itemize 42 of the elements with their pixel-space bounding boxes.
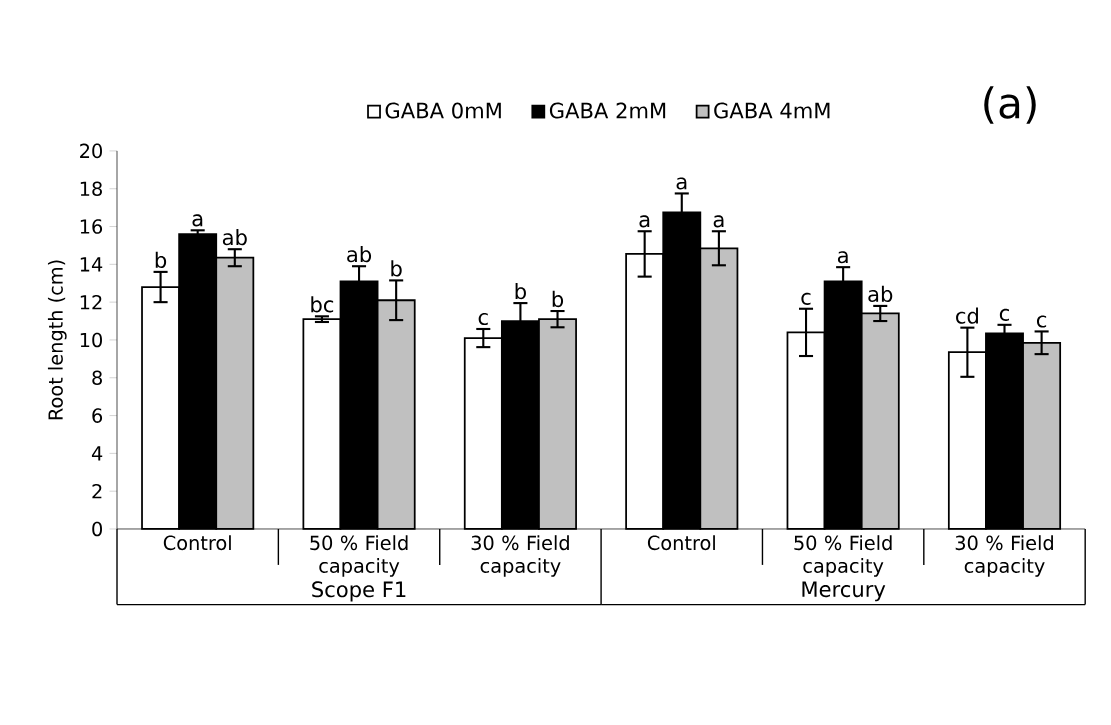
data-label: ab xyxy=(222,229,247,246)
y-tick-label: 0 xyxy=(92,521,102,537)
text: (a) xyxy=(984,86,1036,124)
legend-label: GABA 4mM xyxy=(714,102,830,119)
y-tick-label: 8 xyxy=(92,370,102,386)
x-tick-label: Control xyxy=(163,535,231,551)
y-tick-label: 20 xyxy=(80,143,102,159)
legend-label: GABA 0mM xyxy=(385,102,501,119)
y-axis-title: Root length (cm) xyxy=(47,260,67,420)
x-tick-label: 30 % Field capacity xyxy=(471,535,569,577)
y-tick-label: 16 xyxy=(80,219,103,234)
data-label: a xyxy=(192,214,203,227)
data-label: ab xyxy=(347,246,372,263)
y-tick-label: 6 xyxy=(92,408,103,423)
y-tick-label: 12 xyxy=(80,294,102,310)
y-tick-label: 14 xyxy=(80,257,103,272)
x-tick-label: 50 % Field capacity xyxy=(310,535,408,577)
data-label: ab xyxy=(868,285,893,303)
legend-label: GABA 2mM xyxy=(549,102,666,119)
data-label: a xyxy=(639,215,650,228)
data-label: c xyxy=(478,313,488,326)
y-tick-label: 18 xyxy=(80,181,102,197)
data-label: b xyxy=(155,251,167,269)
data-label: b xyxy=(391,260,402,277)
data-label: a xyxy=(676,177,687,190)
data-label: cd xyxy=(956,307,978,324)
data-label: c xyxy=(999,308,1009,321)
data-label: c xyxy=(1036,315,1047,328)
data-label: b xyxy=(552,290,564,308)
x-tick-label: 50 % Field capacity xyxy=(794,535,892,577)
data-label: bc xyxy=(311,296,334,313)
x-tick-label: Control xyxy=(647,535,715,551)
text: Mercury xyxy=(802,581,886,602)
y-tick-label: 4 xyxy=(91,446,103,461)
data-label: a xyxy=(713,215,724,228)
text: Scope F1 xyxy=(312,581,406,602)
y-tick-label: 10 xyxy=(80,332,102,348)
data-label: a xyxy=(837,251,848,264)
y-tick-label: 2 xyxy=(92,484,102,499)
data-label: b xyxy=(515,282,526,300)
data-label: c xyxy=(801,292,811,305)
x-tick-label: 30 % Field capacity xyxy=(955,535,1053,577)
